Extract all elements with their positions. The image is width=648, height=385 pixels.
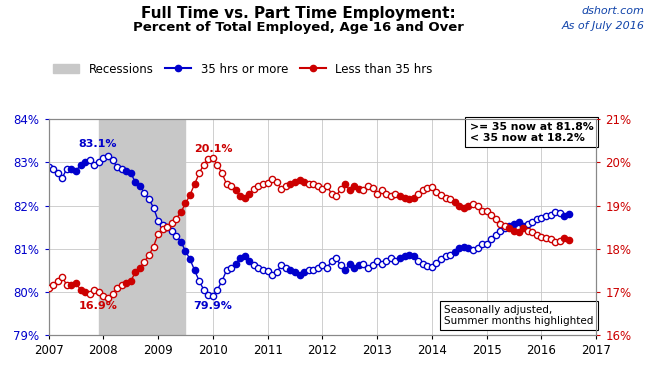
Text: Percent of Total Employed, Age 16 and Over: Percent of Total Employed, Age 16 and Ov… <box>133 21 463 34</box>
Legend: Recessions, 35 hrs or more, Less than 35 hrs: Recessions, 35 hrs or more, Less than 35… <box>49 58 437 80</box>
Bar <box>98 119 185 335</box>
Text: 20.1%: 20.1% <box>194 144 232 154</box>
Text: 79.9%: 79.9% <box>194 301 233 311</box>
Text: 16.9%: 16.9% <box>78 301 117 311</box>
Text: As of July 2016: As of July 2016 <box>562 21 645 31</box>
Text: >= 35 now at 81.8%
< 35 now at 18.2%: >= 35 now at 81.8% < 35 now at 18.2% <box>470 122 594 143</box>
Text: Full Time vs. Part Time Employment:: Full Time vs. Part Time Employment: <box>141 6 456 21</box>
Text: dshort.com: dshort.com <box>582 6 645 16</box>
Text: 83.1%: 83.1% <box>78 139 117 149</box>
Text: Seasonally adjusted,
Summer months highlighted: Seasonally adjusted, Summer months highl… <box>444 305 594 326</box>
